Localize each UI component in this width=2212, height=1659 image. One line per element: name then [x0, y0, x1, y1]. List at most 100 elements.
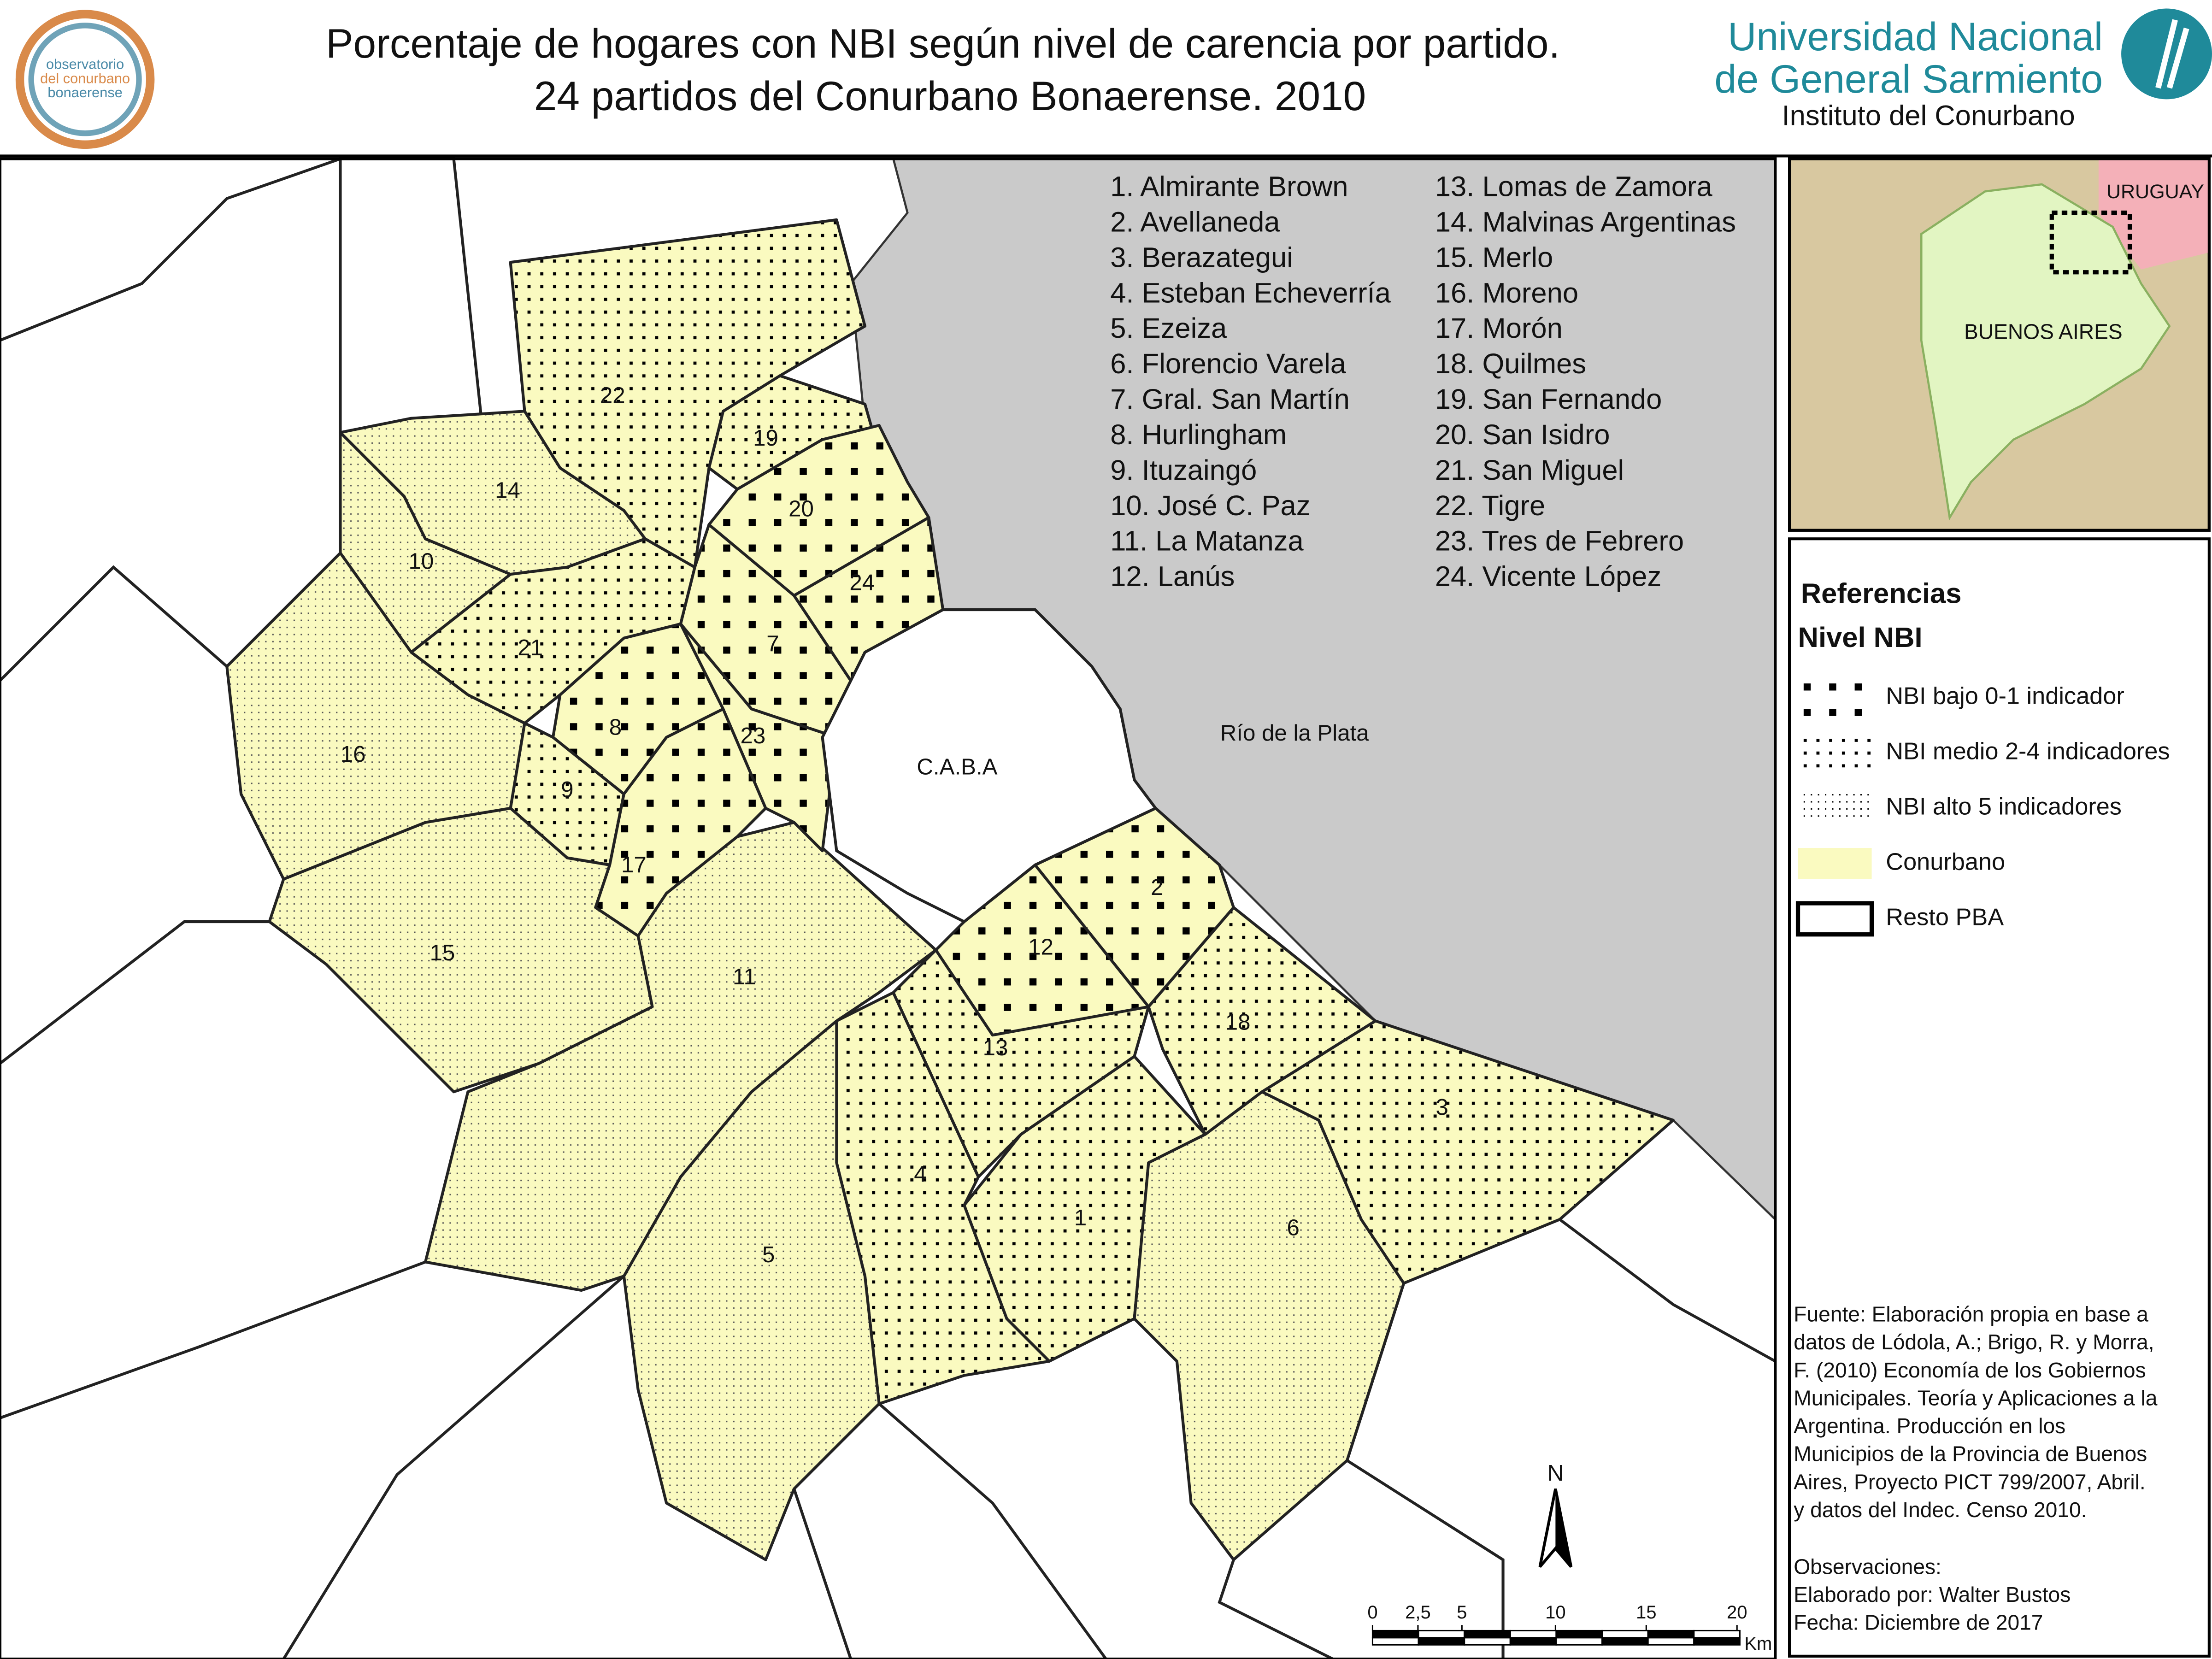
- scale-segment: [1371, 1630, 1419, 1639]
- university-name: Universidad Nacional: [1728, 15, 2103, 59]
- legend-symbol: [1846, 794, 1848, 796]
- partido-label: 9: [561, 777, 573, 802]
- partido-name: 10. José C. Paz: [1110, 490, 1310, 522]
- legend-symbol: [1853, 815, 1855, 817]
- legend-symbol: [1803, 815, 1805, 817]
- partido-name: 18. Quilmes: [1435, 348, 1586, 380]
- legend-subtitle: Nivel NBI: [1798, 622, 1923, 653]
- partido: [424, 821, 937, 1292]
- title: Porcentaje de hogares con NBI según nive…: [326, 20, 1560, 66]
- legend-symbol: [1854, 683, 1862, 691]
- legend-symbol: [1860, 801, 1862, 803]
- observation-text: Fecha: Diciembre de 2017: [1794, 1610, 2043, 1634]
- source-text: Aires, Proyecto PICT 799/2007, Abril.: [1794, 1470, 2145, 1494]
- legend-symbol: [1795, 901, 1874, 937]
- caba: [821, 608, 1158, 924]
- legend-symbol: [1811, 808, 1812, 810]
- scale-segment: [1555, 1630, 1603, 1639]
- partido-name: 1. Almirante Brown: [1110, 171, 1348, 202]
- partido-name: 6. Florencio Varela: [1110, 348, 1347, 380]
- partido-name: 7. Gral. San Martín: [1110, 383, 1350, 415]
- legend-symbol: [1867, 801, 1869, 803]
- legend-symbol: [1854, 764, 1858, 768]
- scale-label: 15: [1636, 1602, 1657, 1623]
- boundary: [1218, 1559, 1334, 1659]
- legend-symbol: [1803, 764, 1807, 768]
- legend-symbol: [1829, 683, 1836, 691]
- partido-label: 15: [430, 940, 455, 965]
- legend-symbol: [1798, 848, 1872, 879]
- legend-symbol: [1832, 815, 1834, 817]
- source-text: Municipales. Teoría y Aplicaciones a la: [1794, 1386, 2157, 1410]
- legend-symbol: [1867, 739, 1871, 742]
- partido-name: 16. Moreno: [1435, 277, 1578, 309]
- legend-symbol: [1825, 808, 1827, 810]
- legend-symbol: [1846, 808, 1848, 810]
- boundary: [0, 157, 341, 342]
- logo-ring: [15, 10, 155, 149]
- partido-name: 17. Morón: [1435, 312, 1563, 344]
- observation-text: Elaborado por: Walter Bustos: [1794, 1583, 2071, 1606]
- legend-symbol: [1854, 739, 1858, 742]
- legend-symbol: [1825, 794, 1827, 796]
- partido-label: 12: [1028, 934, 1053, 959]
- legend-symbol: [1841, 751, 1845, 755]
- partido-label: 19: [753, 425, 778, 451]
- partido-label: 4: [914, 1161, 926, 1187]
- legend-label: NBI bajo 0-1 indicador: [1886, 683, 2124, 710]
- boundary: [1346, 1459, 1505, 1659]
- partido-name: 8. Hurlingham: [1110, 419, 1287, 451]
- partido: [225, 551, 526, 881]
- scale-segment: [1509, 1630, 1557, 1639]
- boundary: [0, 565, 228, 682]
- partido-name: 14. Malvinas Argentinas: [1435, 206, 1736, 238]
- title: 24 partidos del Conurbano Bonaerense. 20…: [534, 73, 1366, 119]
- river-label: Río de la Plata: [1220, 720, 1369, 746]
- legend-symbol: [1803, 808, 1805, 810]
- legend-symbol: [1816, 751, 1820, 755]
- legend-box: [1788, 537, 2211, 1658]
- partido: [892, 948, 1150, 1178]
- inset-uruguay: [2098, 159, 2209, 270]
- boundary: [282, 1275, 625, 1659]
- legend-symbol: [1803, 794, 1805, 796]
- legend-symbol: [1860, 794, 1862, 796]
- partido: [1147, 906, 1377, 1136]
- partido-name: 24. Vicente López: [1435, 561, 1661, 593]
- scale-label: 2,5: [1405, 1602, 1431, 1623]
- partido-name: 4. Esteban Echeverría: [1110, 277, 1391, 309]
- map-frame: [0, 157, 1777, 1659]
- legend-symbol: [1825, 801, 1827, 803]
- legend-symbol: [1811, 801, 1812, 803]
- legend-label: Resto PBA: [1886, 904, 2004, 931]
- legend-symbol: [1818, 801, 1819, 803]
- caba-label: C.A.B.A: [917, 754, 997, 780]
- legend-symbol: [1867, 815, 1869, 817]
- legend-symbol: [1816, 764, 1820, 768]
- partido-label: 14: [495, 478, 520, 503]
- legend-symbol: [1832, 794, 1834, 796]
- legend-symbol: [1867, 751, 1871, 755]
- scale-segment: [1418, 1630, 1465, 1639]
- legend-symbol: [1841, 739, 1845, 742]
- inset-buenos-aires: [1920, 183, 2171, 521]
- legend-label: Conurbano: [1886, 849, 2005, 876]
- scale-segment: [1647, 1637, 1695, 1646]
- logo-text: del conurbano: [40, 70, 130, 86]
- partido-name: 15. Merlo: [1435, 241, 1553, 273]
- scale-segment: [1371, 1637, 1419, 1646]
- legend-symbol: [1846, 801, 1848, 803]
- legend-symbol: [1846, 815, 1848, 817]
- source-text: F. (2010) Economía de los Gobiernos: [1794, 1358, 2146, 1382]
- observation-text: Observaciones:: [1794, 1554, 1941, 1578]
- partido-label: 16: [341, 741, 366, 767]
- scale-segment: [1601, 1630, 1649, 1639]
- scale-segment: [1693, 1637, 1741, 1646]
- source-text: Municipios de la Provincia de Buenos: [1794, 1442, 2147, 1466]
- scale-segment: [1601, 1637, 1649, 1646]
- scale-label: 10: [1545, 1602, 1566, 1623]
- university-logo-mark: [2155, 19, 2189, 89]
- legend-symbol: [1860, 815, 1862, 817]
- legend-symbol: [1818, 794, 1819, 796]
